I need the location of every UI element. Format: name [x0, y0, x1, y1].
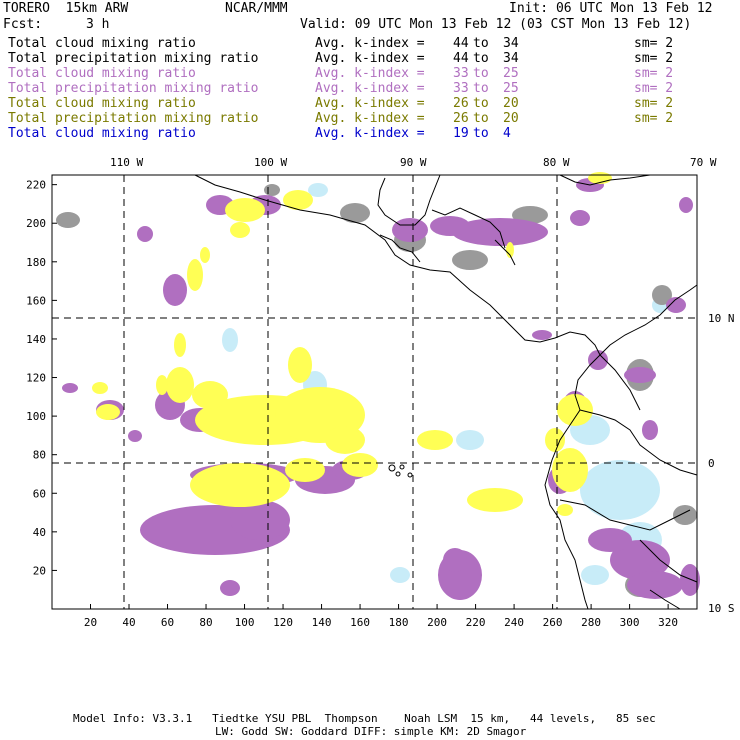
legend-field-name: Total precipitation mixing ratio: [8, 111, 259, 126]
lat-label-0: 0: [708, 457, 715, 470]
legend-kindex-to-word: to: [473, 111, 489, 126]
lon-label-110w: 110 W: [110, 156, 143, 169]
legend-kindex-label: Avg. k-index =: [315, 81, 425, 96]
legend-kindex-label: Avg. k-index =: [315, 96, 425, 111]
model-title: TORERO 15km ARW: [3, 1, 129, 16]
legend-kindex-from: 19: [453, 126, 469, 141]
organization: NCAR/MMM: [225, 1, 288, 16]
model-info: Model Info: V3.3.1 Tiedtke YSU PBL Thomp…: [73, 712, 656, 725]
lon-label-90w: 90 W: [400, 156, 427, 169]
y-tick-label: 60: [33, 487, 46, 500]
legend-smoothing: sm= 2: [634, 111, 674, 126]
legend-kindex-to-word: to: [473, 81, 489, 96]
purple-mixing-ratio-field: [62, 178, 700, 600]
physics-info: LW: Godd SW: Goddard DIFF: simple KM: 2D…: [215, 725, 527, 738]
legend-field-name: Total precipitation mixing ratio: [8, 81, 259, 96]
lon-label-70w: 70 W: [690, 156, 717, 169]
legend-kindex-to-word: to: [473, 66, 489, 81]
legend-kindex-to: 20: [503, 111, 519, 126]
lon-label-100w: 100 W: [254, 156, 287, 169]
legend-smoothing: sm= 2: [634, 96, 674, 111]
legend-smoothing: sm= 2: [634, 66, 674, 81]
x-tick-label: 20: [84, 616, 97, 629]
x-tick-label: 40: [122, 616, 135, 629]
legend-kindex-from: 44: [453, 36, 469, 51]
legend-kindex-from: 33: [453, 81, 469, 96]
x-tick-label: 60: [161, 616, 174, 629]
x-tick-label: 220: [466, 616, 486, 629]
legend-smoothing: sm= 2: [634, 81, 674, 96]
x-tick-label: 280: [581, 616, 601, 629]
x-tick-label: 240: [504, 616, 524, 629]
x-tick-label: 100: [235, 616, 255, 629]
galapagos-islands: [388, 464, 413, 478]
lat-label-10s: 10 S: [708, 602, 735, 615]
legend-kindex-to: 25: [503, 66, 519, 81]
y-tick-label: 180: [26, 256, 46, 269]
legend-field-name: Total cloud mixing ratio: [8, 126, 196, 141]
legend-kindex-from: 33: [453, 66, 469, 81]
forecast-label: Fcst:: [3, 17, 43, 32]
coastlines: [194, 174, 698, 610]
legend-field-name: Total cloud mixing ratio: [8, 66, 196, 81]
legend-kindex-to-word: to: [473, 36, 489, 51]
legend-kindex-to: 34: [503, 51, 519, 66]
y-tick-label: 100: [26, 410, 46, 423]
x-tick-label: 180: [389, 616, 409, 629]
y-tick-label: 40: [33, 526, 46, 539]
lat-label-10n: 10 N: [708, 312, 735, 325]
legend-kindex-label: Avg. k-index =: [315, 36, 425, 51]
x-tick-label: 140: [312, 616, 332, 629]
lon-label-80w: 80 W: [543, 156, 570, 169]
legend-kindex-to-word: to: [473, 126, 489, 141]
legend-field-name: Total precipitation mixing ratio: [8, 51, 259, 66]
lat-lon-grid: [52, 175, 697, 609]
legend-kindex-to: 4: [503, 126, 511, 141]
y-grid-ticks: 20 40 60 80 100 120 140 160 180 200 220: [26, 179, 57, 577]
legend-kindex-to-word: to: [473, 51, 489, 66]
y-tick-label: 160: [26, 294, 46, 307]
x-tick-label: 120: [273, 616, 293, 629]
legend-field-name: Total cloud mixing ratio: [8, 96, 196, 111]
x-tick-label: 320: [658, 616, 678, 629]
forecast-hour: 3 h: [86, 17, 110, 32]
init-time: Init: 06 UTC Mon 13 Feb 12: [509, 1, 713, 16]
y-tick-label: 80: [33, 449, 46, 462]
legend-kindex-from: 26: [453, 96, 469, 111]
legend-kindex-to-word: to: [473, 96, 489, 111]
y-tick-label: 140: [26, 333, 46, 346]
y-tick-label: 200: [26, 217, 46, 230]
legend-kindex-to: 20: [503, 96, 519, 111]
legend-field-name: Total cloud mixing ratio: [8, 36, 196, 51]
legend-kindex-to: 25: [503, 81, 519, 96]
legend-kindex-from: 26: [453, 111, 469, 126]
legend-smoothing: sm= 2: [634, 51, 674, 66]
x-tick-label: 80: [199, 616, 212, 629]
x-grid-ticks: 20 40 60 80 100 120 140 160 180 200 220 240 260 280 30…: [84, 604, 678, 629]
legend-kindex-label: Avg. k-index =: [315, 51, 425, 66]
legend-kindex-to: 34: [503, 36, 519, 51]
x-tick-label: 260: [543, 616, 563, 629]
valid-time: Valid: 09 UTC Mon 13 Feb 12 (03 CST Mon …: [300, 17, 692, 32]
y-tick-label: 120: [26, 372, 46, 385]
yellow-mixing-ratio-field: [92, 172, 612, 516]
x-tick-label: 200: [427, 616, 447, 629]
x-tick-label: 300: [620, 616, 640, 629]
legend-smoothing: sm= 2: [634, 36, 674, 51]
y-tick-label: 220: [26, 179, 46, 192]
x-tick-label: 160: [350, 616, 370, 629]
legend-kindex-label: Avg. k-index =: [315, 111, 425, 126]
legend-kindex-from: 44: [453, 51, 469, 66]
legend-kindex-label: Avg. k-index =: [315, 126, 425, 141]
legend-kindex-label: Avg. k-index =: [315, 66, 425, 81]
y-tick-label: 20: [33, 564, 46, 577]
